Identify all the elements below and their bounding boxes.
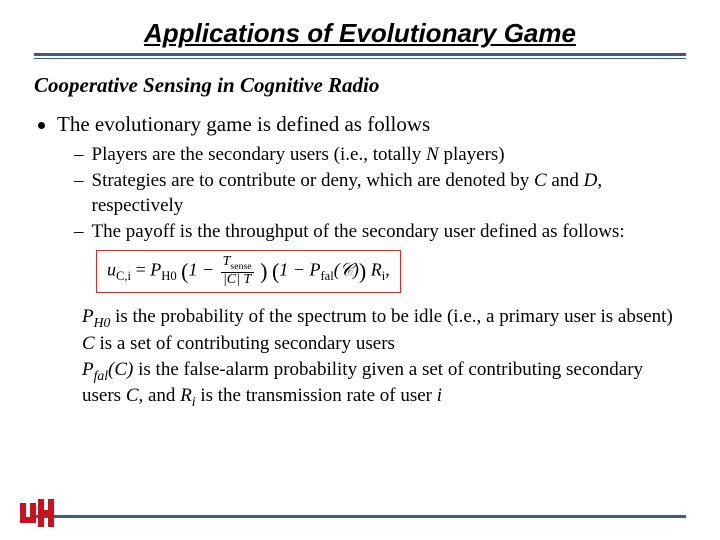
bullet-dot-icon [38, 122, 45, 129]
payoff-formula: uC,i = PH0 (1 − Tsense |C| T ) (1 − Pfal… [96, 250, 401, 293]
section-subtitle: Cooperative Sensing in Cognitive Radio [34, 73, 686, 98]
dash-icon: – [74, 220, 84, 244]
sub-bullet-text: Strategies are to contribute or deny, wh… [92, 169, 687, 218]
sub-bullet-list: – Players are the secondary users (i.e.,… [34, 143, 686, 244]
sub-bullet-text: The payoff is the throughput of the seco… [92, 220, 625, 244]
explain-line: C is a set of contributing secondary use… [82, 332, 686, 356]
sub-bullet: – Players are the secondary users (i.e.,… [74, 143, 686, 167]
explain-line: PH0 is the probability of the spectrum t… [82, 305, 686, 331]
footer-divider [34, 515, 686, 518]
uh-logo-icon [20, 499, 54, 532]
sub-bullet: – Strategies are to contribute or deny, … [74, 169, 686, 218]
sub-bullet: – The payoff is the throughput of the se… [74, 220, 686, 244]
explain-line: Pfal(C) is the false-alarm probability g… [82, 358, 686, 411]
title-divider [34, 53, 686, 59]
bullet-item: The evolutionary game is defined as foll… [34, 112, 686, 137]
dash-icon: – [74, 143, 84, 167]
formula-container: uC,i = PH0 (1 − Tsense |C| T ) (1 − Pfal… [34, 250, 686, 293]
sub-bullet-text: Players are the secondary users (i.e., t… [92, 143, 505, 167]
dash-icon: – [74, 169, 84, 193]
slide-title: Applications of Evolutionary Game [34, 18, 686, 49]
bullet-text: The evolutionary game is defined as foll… [57, 112, 430, 137]
slide: Applications of Evolutionary Game Cooper… [0, 0, 720, 540]
variable-explanations: PH0 is the probability of the spectrum t… [34, 305, 686, 410]
